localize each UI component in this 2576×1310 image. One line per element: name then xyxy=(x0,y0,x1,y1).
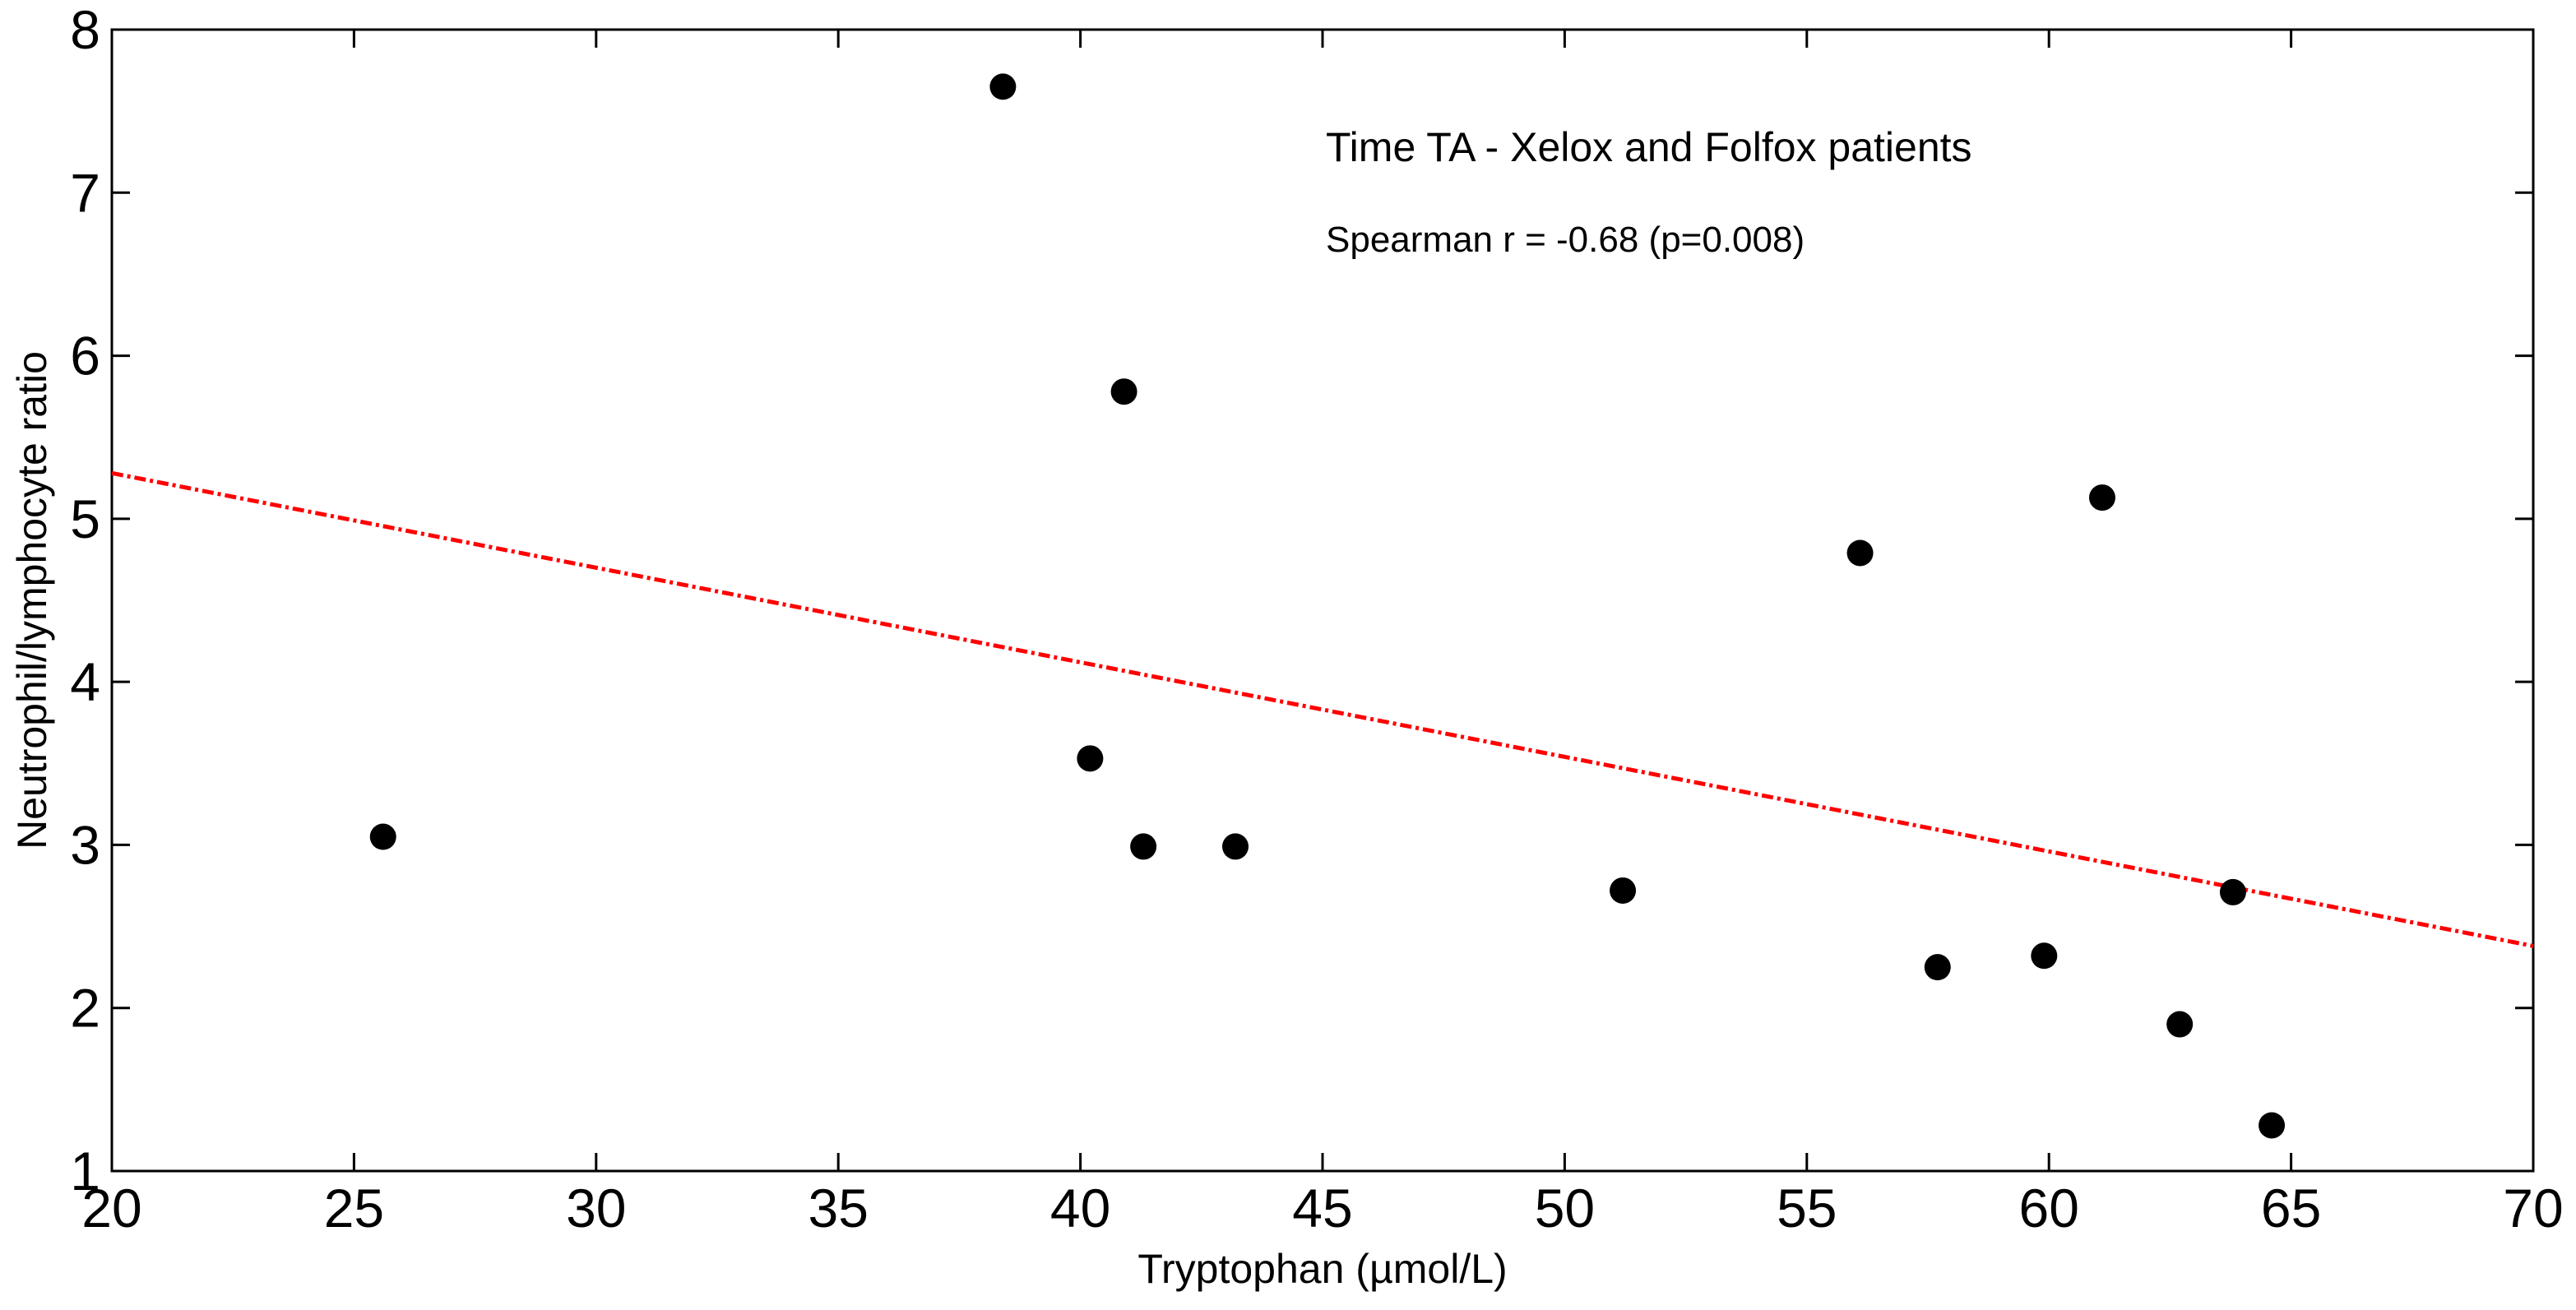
data-points xyxy=(369,73,2286,1139)
trend-line xyxy=(111,470,2534,948)
y-tick-label-5: 6 xyxy=(70,326,100,387)
y-tick-label-7: 8 xyxy=(70,0,100,60)
y-tick-label-2: 3 xyxy=(70,814,100,875)
data-point-7 xyxy=(1846,539,1874,567)
x-tick-label-8: 60 xyxy=(2018,1178,2078,1238)
data-point-12 xyxy=(2219,878,2246,905)
data-point-0 xyxy=(369,823,396,850)
y-tick-label-4: 5 xyxy=(70,488,100,549)
data-point-2 xyxy=(1077,745,1104,772)
x-tick-label-9: 65 xyxy=(2261,1178,2321,1238)
data-point-3 xyxy=(1110,378,1137,405)
plot-area xyxy=(110,28,2535,1173)
data-point-9 xyxy=(2031,942,2058,970)
y-tick-label-1: 2 xyxy=(70,978,100,1039)
x-tick-label-2: 30 xyxy=(566,1178,626,1238)
data-point-10 xyxy=(2088,484,2115,512)
x-tick-label-1: 25 xyxy=(324,1178,384,1238)
y-tick-label-3: 4 xyxy=(70,651,100,712)
x-axis-label: Tryptophan (µmol/L) xyxy=(1137,1246,1507,1292)
y-tick-label-0: 1 xyxy=(70,1141,100,1201)
data-point-6 xyxy=(1610,877,1637,904)
annotation-spearman: Spearman r = -0.68 (p=0.008) xyxy=(1326,220,1805,260)
x-tick-label-0: 20 xyxy=(81,1178,141,1238)
annotation-title: Time TA - Xelox and Folfox patients xyxy=(1326,124,1972,170)
x-tick-label-7: 55 xyxy=(1777,1178,1837,1238)
data-point-11 xyxy=(2166,1011,2194,1038)
data-point-5 xyxy=(1222,833,1249,860)
y-axis-label: Neutrophil/lymphocyte ratio xyxy=(9,351,55,849)
trend-line-group xyxy=(111,470,2534,948)
x-tick-label-6: 50 xyxy=(1535,1178,1595,1238)
data-point-13 xyxy=(2259,1112,2286,1139)
data-point-4 xyxy=(1130,833,1157,860)
data-point-8 xyxy=(1924,954,1951,981)
data-point-1 xyxy=(989,73,1017,100)
y-tick-label-6: 7 xyxy=(70,162,100,223)
x-tick-label-5: 45 xyxy=(1292,1178,1352,1238)
x-tick-label-3: 35 xyxy=(808,1178,868,1238)
x-tick-label-10: 70 xyxy=(2503,1178,2563,1238)
x-tick-label-4: 40 xyxy=(1050,1178,1110,1238)
